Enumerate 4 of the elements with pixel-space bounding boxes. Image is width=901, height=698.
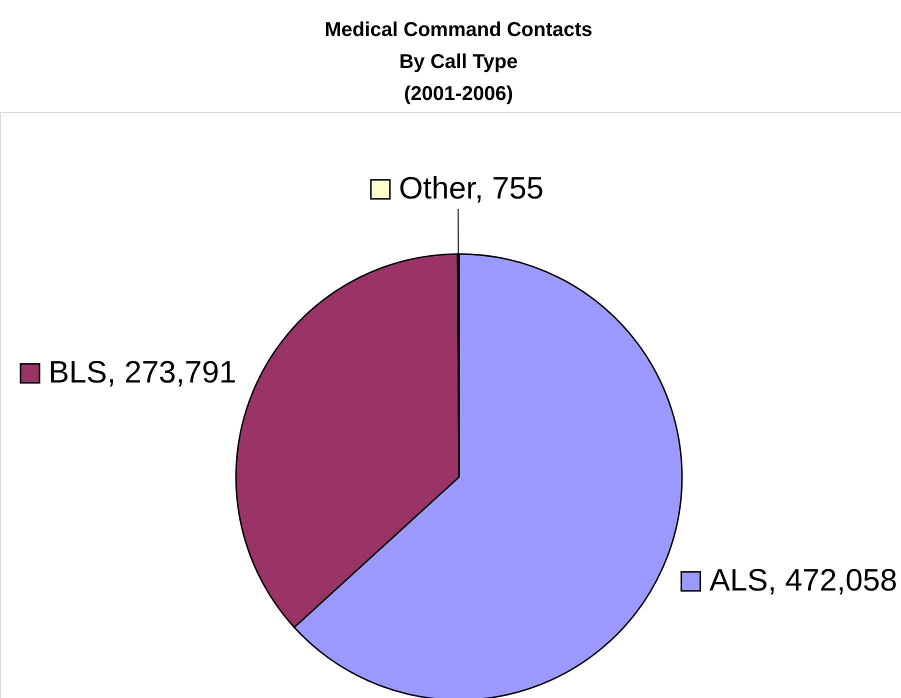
legend-label: BLS, 273,791 [48, 354, 236, 390]
chart-title: Medical Command Contacts By Call Type (2001-2006) [324, 19, 592, 105]
legend-label: ALS, 472,058 [709, 562, 898, 598]
legend-label: Other, 755 [398, 170, 544, 206]
